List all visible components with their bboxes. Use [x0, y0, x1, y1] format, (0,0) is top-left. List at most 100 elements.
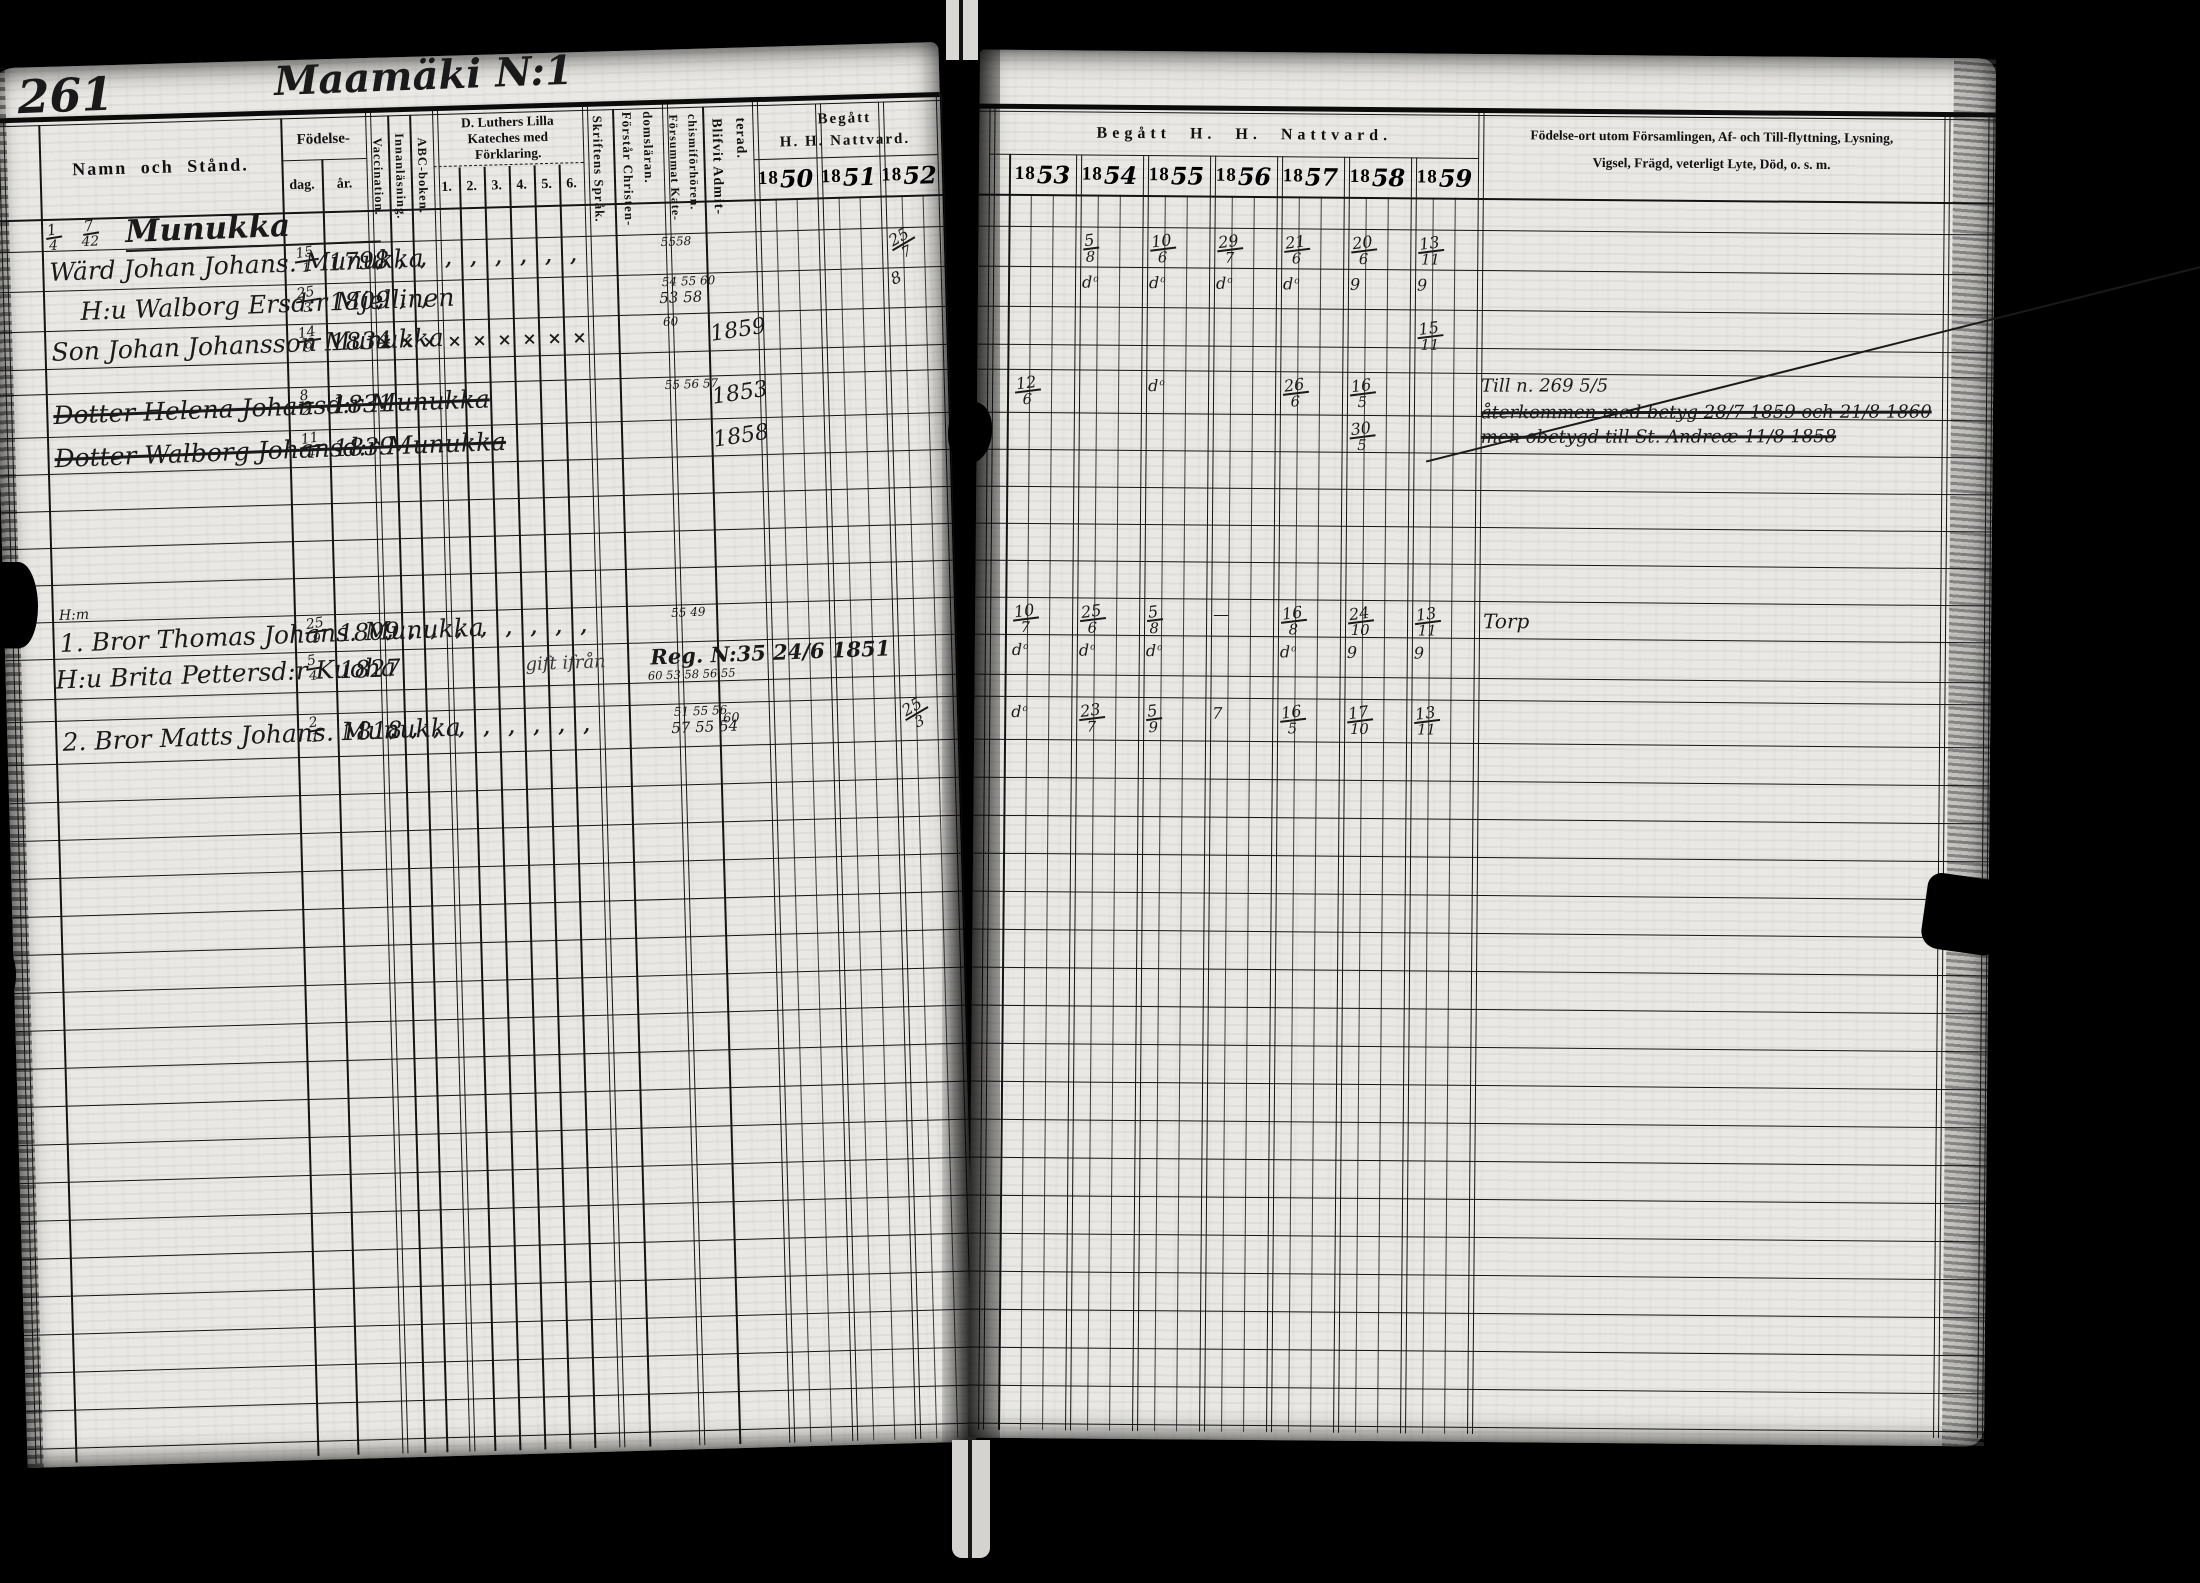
cell-1859: 9: [1417, 275, 1428, 295]
reading-mark: ,: [397, 248, 406, 272]
kateches-col-label: 5.: [541, 176, 553, 193]
grid-line: [974, 695, 1991, 706]
cell-1852: 25 7: [884, 223, 916, 262]
gutter-ink-blob: [948, 402, 992, 464]
grid-line: [969, 1232, 1986, 1243]
cell-1855: do: [1148, 376, 1165, 396]
cell-birth-year: 1839: [332, 432, 395, 463]
cell-forsummat: 53 58: [658, 287, 703, 308]
grid-line: [1065, 154, 1083, 1431]
grid-line: [1310, 196, 1322, 1433]
kateches-col-label: 4.: [516, 177, 528, 193]
grid-line: [976, 448, 1993, 459]
grid-line: [974, 633, 1991, 644]
header-begatt-nattvard-left: Begått H. H. Nattvard.: [779, 109, 911, 151]
grid-line: [978, 265, 1995, 276]
spine-strip-top: [946, 0, 978, 60]
grid-line: [11, 852, 961, 881]
cell-forsummat: 60: [662, 314, 679, 329]
cell-1855: do: [1149, 273, 1166, 293]
reading-mark: ×: [400, 332, 416, 354]
grid-line: [701, 106, 741, 1445]
grid-line: [1444, 197, 1456, 1434]
grid-line: [968, 1422, 1985, 1433]
binder-clip: [1919, 871, 2003, 957]
reading-mark: ,: [555, 615, 563, 638]
cell-1858: 24 10: [1346, 603, 1375, 639]
grid-line: [1243, 195, 1255, 1432]
reading-mark: ×: [572, 327, 588, 349]
grid-line: [1400, 157, 1418, 1434]
grid-line: [281, 158, 367, 162]
page-title: Maamäki N:1: [273, 46, 574, 106]
cell-birth-day: 15 1: [292, 244, 319, 276]
grid-line: [973, 852, 1990, 863]
grid-line: [20, 1194, 971, 1223]
grid-line: [9, 776, 959, 805]
grid-line: [972, 966, 1989, 977]
grid-line: [978, 193, 1995, 205]
grid-line: [972, 928, 1989, 939]
year-label: 18 57: [1282, 161, 1339, 192]
reading-mark: ,: [420, 288, 429, 311]
right-table-entries: 5 8 10 6 29 7 21 6 20 6 13 11 do do do do 9 9 15 11 12 6 do 26 6…: [980, 50, 1996, 739]
reading-mark: ,: [455, 618, 463, 641]
grid-line: [0, 120, 42, 1464]
grid-line: [974, 673, 1991, 684]
kateches-col-label: 1.: [441, 179, 453, 195]
kateches-col-label: 2.: [466, 178, 478, 195]
reading-mark: ,: [532, 715, 541, 738]
grid-line: [15, 1004, 966, 1033]
cell-1856: 7: [1212, 703, 1223, 723]
right-page: Begått H. H. Nattvard. Födelse-ort utom …: [967, 49, 1997, 1447]
cell-1852: 25 3: [897, 693, 929, 732]
spine-strip-bottom: [952, 1440, 990, 1558]
cell-1858: 9: [1350, 274, 1361, 294]
left-edge-tab: [0, 562, 38, 648]
cell-1854: do: [1078, 640, 1096, 660]
grid-line: [877, 101, 922, 1440]
cell-birth-day: 25 9: [303, 614, 330, 647]
grid-line: [970, 1194, 1987, 1205]
reading-mark: ,: [444, 247, 453, 270]
grid-line: [751, 99, 796, 1443]
cell-1857: do: [1279, 642, 1297, 662]
grid-line: [969, 1308, 1986, 1319]
reading-mark: ×: [522, 329, 538, 350]
cell-1858: 30 5: [1347, 418, 1377, 454]
reading-mark: ,: [419, 248, 428, 271]
grid-line: [19, 1156, 970, 1185]
cell-1859: 13 11: [1413, 603, 1442, 640]
reading-mark: ,: [530, 616, 538, 639]
header-begatt-nattvard-right: Begått H. H. Nattvard.: [1096, 124, 1393, 145]
grid-line: [971, 1080, 1988, 1091]
reading-mark: ×: [547, 328, 563, 350]
grid-line: [975, 596, 1992, 607]
header-kateches: D. Luthers Lilla Kateches med Förklaring.: [460, 112, 554, 163]
cell-1857: do: [1283, 274, 1300, 294]
reading-mark: ,: [507, 716, 516, 739]
grid-line: [970, 1118, 1987, 1129]
grid-line: [971, 1042, 1988, 1053]
header-namn-och-stand: Namn och Stånd.: [71, 153, 249, 179]
farm-number: 7 42: [80, 216, 100, 251]
grid-line: [3, 559, 953, 588]
reading-mark: ,: [480, 617, 488, 641]
year-label: 18 55: [1148, 160, 1205, 191]
reading-mark: ,: [457, 717, 466, 740]
grid-line: [22, 1270, 973, 1299]
grid-line: [970, 1156, 1987, 1167]
left-edge-tab-small: [0, 952, 16, 998]
reading-mark: ,: [388, 719, 397, 742]
grid-line: [17, 1080, 968, 1109]
cell-1859: 15 11: [1415, 318, 2200, 354]
year-label: 18 52: [880, 159, 938, 190]
grid-line: [16, 1042, 967, 1071]
grid-line: [1087, 194, 1099, 1431]
reading-mark: ,: [580, 615, 588, 638]
header-fodelse: Födelse-: [296, 129, 351, 148]
grid-line: [975, 559, 1992, 570]
